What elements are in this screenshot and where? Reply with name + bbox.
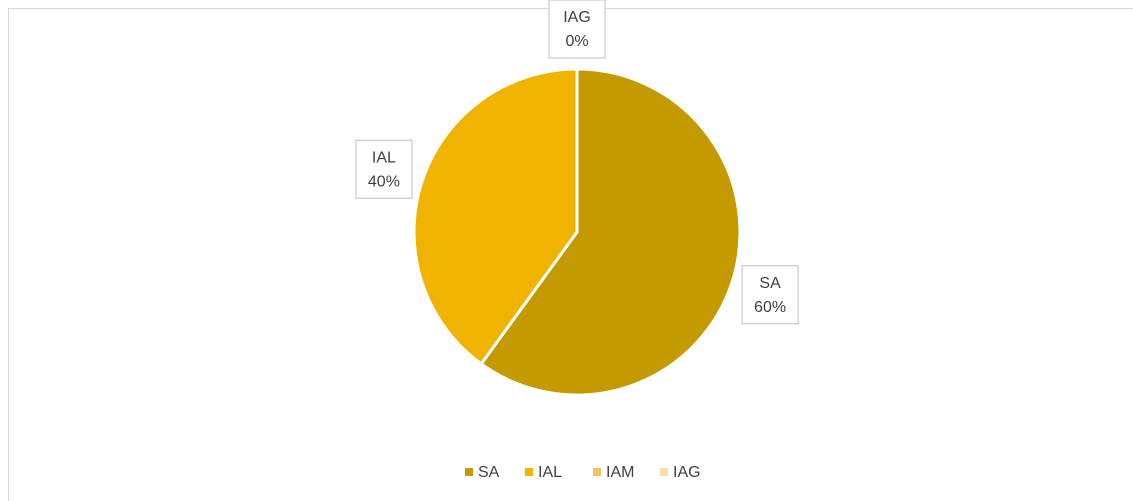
- legend-label: IAG: [673, 464, 701, 481]
- data-label-category: IAG: [563, 9, 591, 26]
- legend-label: SA: [478, 464, 500, 481]
- data-label-box: [548, 0, 606, 59]
- legend-swatch: [465, 468, 473, 476]
- data-label-category: SA: [759, 275, 781, 292]
- pie-slice: [412, 67, 579, 366]
- data-label-box: [741, 265, 799, 325]
- data-label-category: IAL: [372, 149, 396, 166]
- legend-swatch: [525, 468, 533, 476]
- data-label-value: 0%: [565, 33, 588, 50]
- legend-label: IAM: [606, 464, 634, 481]
- legend-swatch: [660, 468, 668, 476]
- data-label-value: 60%: [754, 299, 786, 316]
- data-label-box: [355, 139, 413, 199]
- pie-slice: [479, 67, 742, 397]
- legend-label: IAL: [538, 464, 562, 481]
- data-label-value: 40%: [368, 173, 400, 190]
- legend-swatch: [593, 468, 601, 476]
